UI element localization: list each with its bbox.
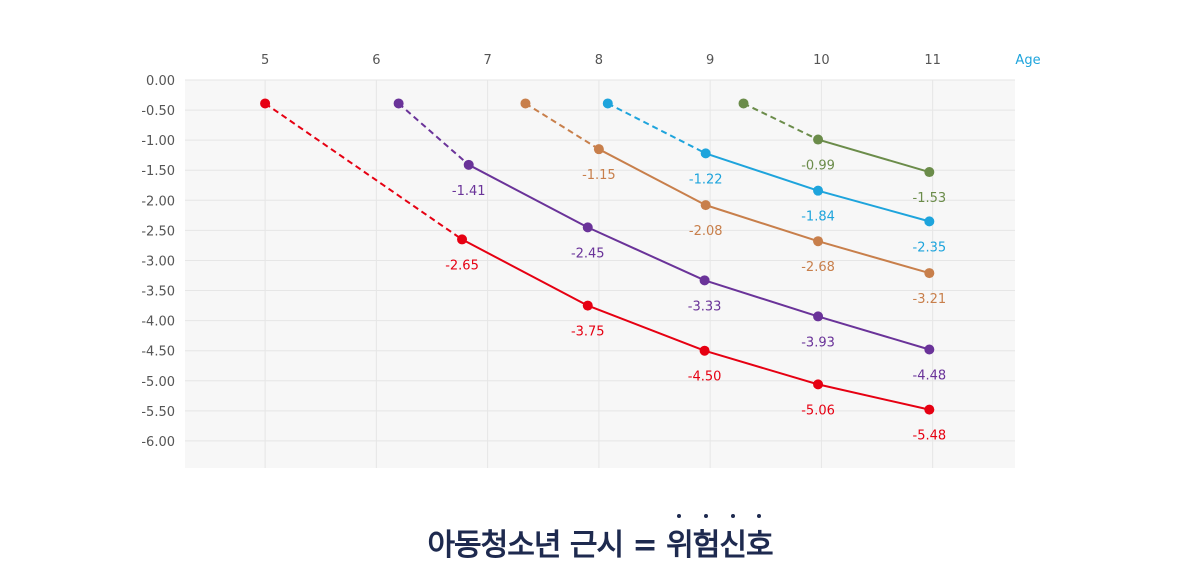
series-line-dashed-segment xyxy=(397,102,470,166)
x-tick-label: 10 xyxy=(813,53,830,68)
data-point xyxy=(602,98,613,109)
series-line-segment xyxy=(587,226,705,282)
data-point xyxy=(520,98,531,109)
data-label: -1.15 xyxy=(582,168,616,183)
series-line-segment xyxy=(705,152,819,192)
data-point xyxy=(924,344,935,355)
series-line-dashed-segment xyxy=(607,102,707,155)
caption-emphasis-char: 위 xyxy=(666,514,694,564)
x-tick-label: 9 xyxy=(706,53,714,68)
x-tick-label: 11 xyxy=(924,53,941,68)
caption: 아동청소년 근시 = 위험신호 xyxy=(0,514,1200,564)
y-tick-label: -5.50 xyxy=(141,405,175,420)
data-point xyxy=(813,379,824,390)
y-tick-label: -4.50 xyxy=(141,345,175,360)
data-point xyxy=(593,144,604,155)
data-point xyxy=(924,268,935,279)
y-tick-label: 0.00 xyxy=(146,74,175,89)
data-label: -2.08 xyxy=(689,224,723,239)
series-line-segment xyxy=(461,238,589,307)
data-point xyxy=(457,234,468,245)
series-line-segment xyxy=(598,148,707,207)
data-label: -3.21 xyxy=(913,292,947,307)
series-line-segment xyxy=(468,163,589,229)
series-line-segment xyxy=(817,383,930,411)
x-tick-label: 7 xyxy=(483,53,491,68)
data-label: -5.48 xyxy=(913,429,947,444)
data-label: -4.48 xyxy=(913,368,947,383)
data-point xyxy=(813,134,824,145)
data-label: -2.45 xyxy=(571,246,605,261)
data-label: -5.06 xyxy=(801,403,835,418)
y-tick-label: -5.00 xyxy=(141,375,175,390)
data-label: -3.93 xyxy=(801,335,835,350)
data-point xyxy=(582,222,593,233)
series-line-segment xyxy=(817,240,930,275)
data-point xyxy=(924,167,935,178)
series-line-segment xyxy=(704,349,819,386)
series-line-segment xyxy=(817,138,930,173)
series-line-segment xyxy=(705,204,819,243)
y-tick-label: -6.00 xyxy=(141,435,175,450)
y-tick-label: -1.00 xyxy=(141,134,175,149)
caption-emphasis-char: 신 xyxy=(719,514,747,564)
series-line-segment xyxy=(587,304,705,352)
caption-plain: 아동청소년 근시 = xyxy=(427,528,667,563)
data-point xyxy=(813,185,824,196)
series-line-segment xyxy=(817,189,930,223)
caption-emphasis-char: 험 xyxy=(693,514,720,564)
data-point xyxy=(582,300,593,311)
data-label: -1.53 xyxy=(913,191,947,206)
data-point xyxy=(813,311,824,322)
data-point xyxy=(699,275,710,286)
myopia-line-chart: 0.00 -0.50 -1.00 -1.50 -2.00 -2.50 -3.00 -3.50 -… xyxy=(141,53,1041,468)
data-point xyxy=(924,404,935,415)
y-tick-label: -2.50 xyxy=(141,224,175,239)
data-label: -2.35 xyxy=(913,240,947,255)
data-point xyxy=(700,148,711,159)
data-label: -3.33 xyxy=(688,299,722,314)
data-label: -4.50 xyxy=(688,370,722,385)
data-point xyxy=(700,200,711,211)
data-point xyxy=(738,98,749,109)
series-line-dashed-segment xyxy=(743,102,819,141)
y-tick-label: -3.00 xyxy=(141,254,175,269)
data-label: -1.84 xyxy=(801,210,835,225)
data-point xyxy=(393,98,404,109)
data-label: -0.99 xyxy=(801,159,835,174)
series-line-segment xyxy=(704,279,819,318)
y-tick-label: -4.00 xyxy=(141,315,175,330)
series-line-segment xyxy=(817,315,930,351)
caption-emphasis-char: 호 xyxy=(746,514,774,564)
y-tick-label: -3.50 xyxy=(141,285,175,300)
x-tick-label: 5 xyxy=(261,53,269,68)
data-point xyxy=(699,345,710,356)
data-label: -1.22 xyxy=(689,172,723,187)
data-point xyxy=(813,236,824,247)
x-tick-label: 8 xyxy=(595,53,603,68)
y-tick-label: -0.50 xyxy=(141,104,175,119)
x-tick-label: 6 xyxy=(372,53,380,68)
plot-background xyxy=(185,80,1015,468)
data-label: -2.68 xyxy=(801,260,835,275)
y-tick-label: -2.00 xyxy=(141,194,175,209)
data-point xyxy=(463,159,474,170)
x-axis-title: Age xyxy=(1015,53,1040,68)
series-line-dashed-segment xyxy=(524,102,600,151)
caption-emphasis: 위험신호 xyxy=(666,514,774,563)
y-tick-label: -1.50 xyxy=(141,164,175,179)
data-label: -3.75 xyxy=(571,325,605,340)
data-point xyxy=(924,216,935,227)
data-point xyxy=(260,98,271,109)
data-label: -2.65 xyxy=(445,258,479,273)
data-label: -1.41 xyxy=(452,184,486,199)
